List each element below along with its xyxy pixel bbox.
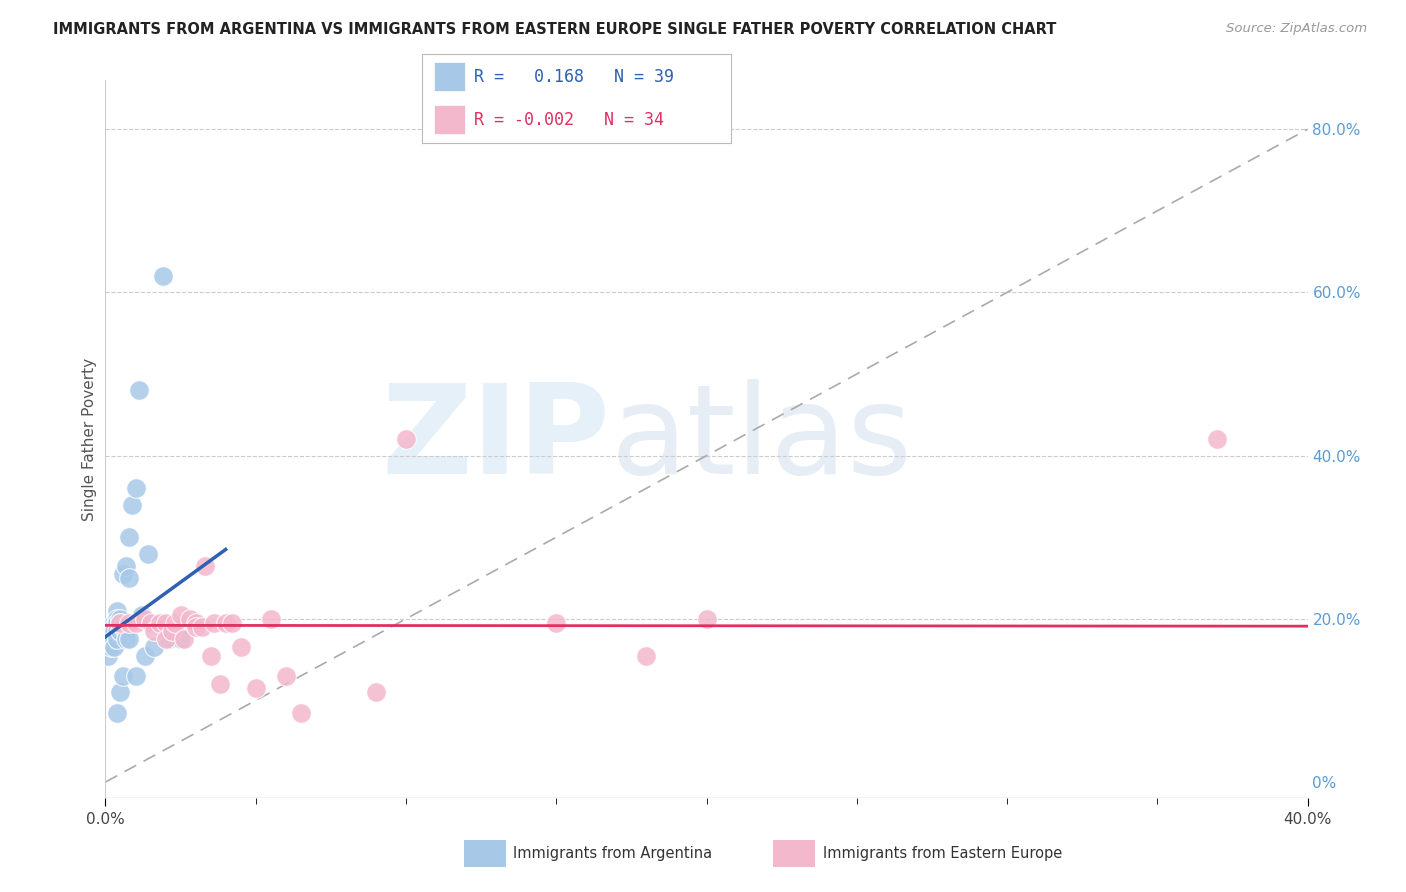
Point [194,558,217,573]
Point [118,632,141,647]
Point [208,677,231,691]
Point [103,620,125,634]
Point [124,669,146,683]
Point [110,685,132,699]
Point [155,632,177,647]
Point [97,648,120,663]
Point [160,624,183,638]
Y-axis label: Single Father Poverty: Single Father Poverty [82,358,97,521]
Point [124,481,146,495]
Point [118,530,141,544]
Bar [434,62,465,91]
Point [202,615,225,630]
Point [157,632,180,647]
Text: R = -0.002   N = 34: R = -0.002 N = 34 [474,111,665,128]
Point [112,669,135,683]
Point [103,640,125,655]
Text: ZIP: ZIP [381,379,610,500]
Point [134,648,156,663]
Point [115,632,138,647]
Point [395,432,418,446]
Point [103,632,125,647]
Point [696,612,718,626]
Point [115,558,138,573]
Bar [434,105,465,134]
Point [103,624,125,638]
Point [107,632,129,647]
Text: Immigrants from Argentina: Immigrants from Argentina [513,847,713,861]
Text: Source: ZipAtlas.com: Source: ZipAtlas.com [1226,22,1367,36]
Point [134,612,156,626]
Point [107,624,129,638]
Point [110,615,132,630]
Point [110,612,132,626]
Point [139,615,162,630]
Point [131,607,153,622]
Point [179,612,201,626]
Point [229,640,252,655]
Point [107,706,129,720]
Text: Immigrants from Eastern Europe: Immigrants from Eastern Europe [823,847,1062,861]
Point [214,615,236,630]
Point [173,632,195,647]
Point [142,640,165,655]
Point [274,669,297,683]
Point [121,498,143,512]
Point [139,615,162,630]
Point [260,612,283,626]
Point [190,620,212,634]
Point [169,632,191,647]
Point [184,620,207,634]
Point [107,612,129,626]
Point [546,615,568,630]
Point [110,615,132,630]
Point [107,615,129,630]
Point [364,685,387,699]
Point [163,615,186,630]
Point [103,615,125,630]
Point [118,571,141,585]
Point [124,615,146,630]
Point [112,620,135,634]
Point [136,547,159,561]
Point [148,615,170,630]
Point [112,566,135,581]
Point [142,624,165,638]
Point [128,384,150,398]
Point [1206,432,1229,446]
Text: R =   0.168   N = 39: R = 0.168 N = 39 [474,68,675,86]
Point [97,632,120,647]
Point [290,706,312,720]
Point [221,615,243,630]
Point [184,615,207,630]
Point [118,615,141,630]
Point [636,648,658,663]
Text: atlas: atlas [610,379,912,500]
Point [110,624,132,638]
Point [100,628,122,642]
Point [169,607,191,622]
Point [200,648,222,663]
Point [152,269,174,284]
Point [107,604,129,618]
Point [100,640,122,655]
Point [155,615,177,630]
Text: IMMIGRANTS FROM ARGENTINA VS IMMIGRANTS FROM EASTERN EUROPE SINGLE FATHER POVERT: IMMIGRANTS FROM ARGENTINA VS IMMIGRANTS … [53,22,1057,37]
Point [245,681,267,696]
